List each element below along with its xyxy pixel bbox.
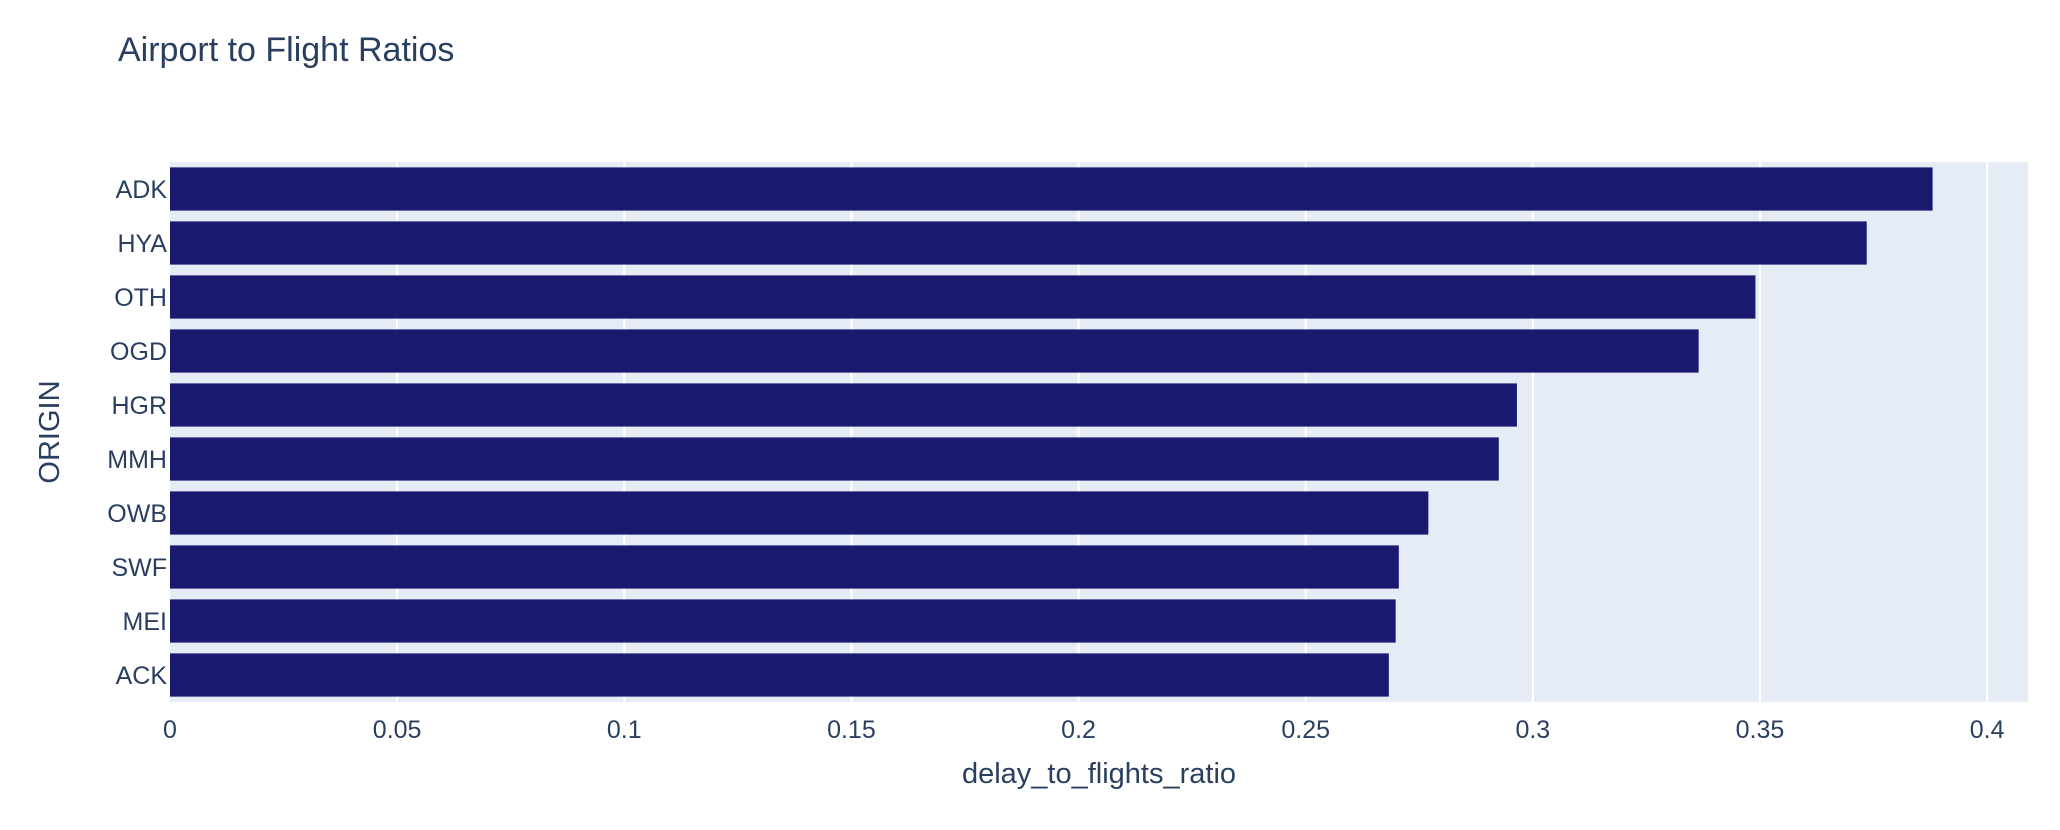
x-tick-labels: 0 0.05 0.1 0.15 0.2 0.25 0.3 0.35 0.4	[163, 716, 2005, 744]
y-tick-label: ADK	[116, 176, 168, 204]
x-tick-label: 0.05	[373, 716, 422, 744]
x-tick-label: 0.1	[607, 716, 642, 744]
y-tick-label: SWF	[111, 554, 167, 582]
x-tick-label: 0.25	[1281, 716, 1330, 744]
bar-mmh	[170, 437, 1499, 481]
bar-mei	[170, 599, 1396, 643]
x-tick-label: 0.15	[827, 716, 876, 744]
bar-swf	[170, 545, 1399, 589]
bar-ack	[170, 653, 1389, 697]
bar-adk	[170, 167, 1933, 211]
y-tick-label: OWB	[107, 500, 167, 528]
x-tick-label: 0.35	[1736, 716, 1785, 744]
x-axis-title: delay_to_flights_ratio	[962, 758, 1236, 790]
chart-title: Airport to Flight Ratios	[118, 31, 454, 69]
x-tick-label: 0.2	[1061, 716, 1096, 744]
y-tick-label: MEI	[123, 608, 167, 636]
bar-ogd	[170, 329, 1699, 373]
y-axis-title: ORIGIN	[34, 380, 66, 483]
bar-oth	[170, 275, 1756, 319]
y-tick-label: HYA	[117, 230, 167, 258]
bars	[170, 167, 1933, 697]
x-tick-label: 0.3	[1515, 716, 1550, 744]
y-tick-label: OTH	[114, 284, 167, 312]
bar-owb	[170, 491, 1429, 535]
y-tick-label: ACK	[116, 662, 168, 690]
x-tick-label: 0	[163, 716, 177, 744]
y-tick-label: OGD	[110, 338, 167, 366]
y-tick-label: MMH	[107, 446, 167, 474]
bar-hya	[170, 221, 1867, 265]
x-tick-label: 0.4	[1970, 716, 2005, 744]
bar-hgr	[170, 383, 1517, 427]
y-tick-labels: ADK HYA OTH OGD HGR MMH OWB SWF MEI ACK	[107, 176, 167, 690]
y-tick-label: HGR	[111, 392, 167, 420]
